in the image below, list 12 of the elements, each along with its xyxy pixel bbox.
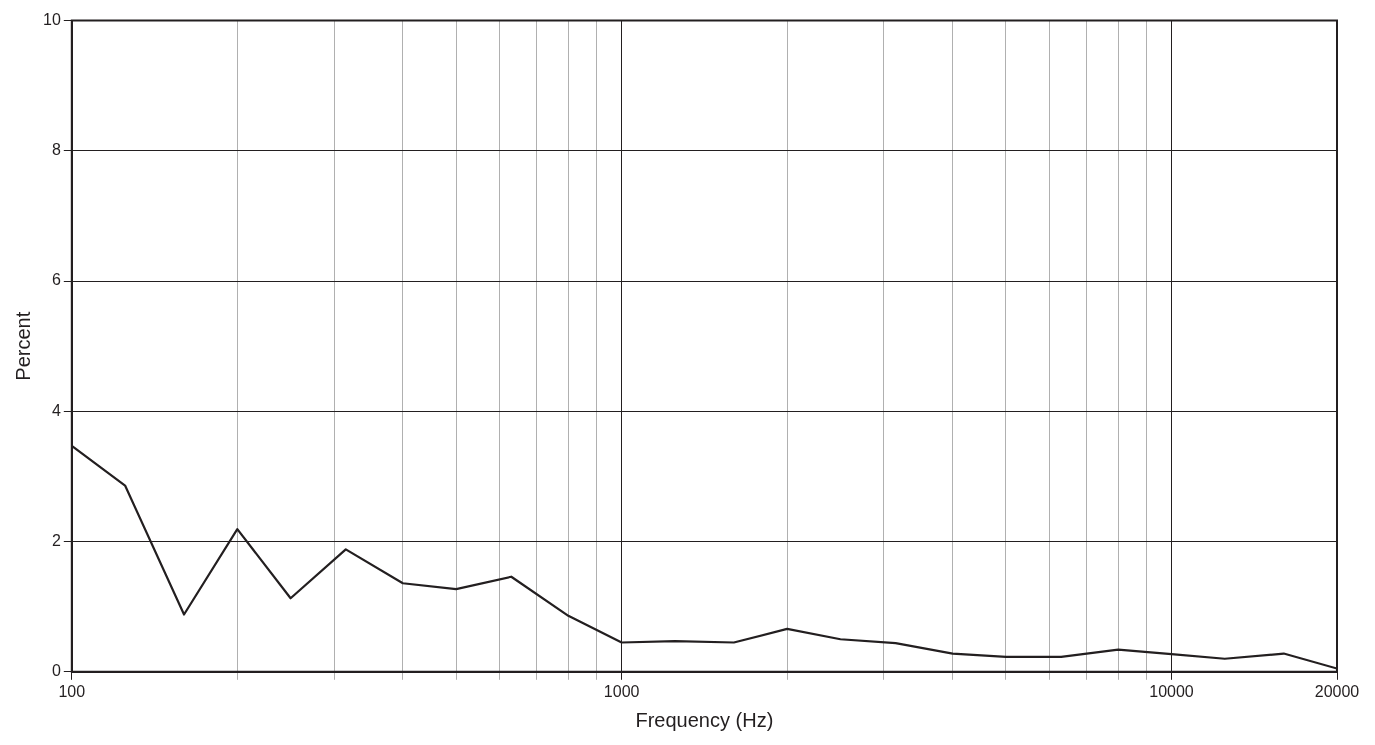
y-tick-label: 0 [51,662,61,680]
x-tick-label: 20000 [1314,682,1360,700]
y-tick-label: 10 [43,11,61,29]
y-tick-label: 4 [51,401,61,419]
y-tick-label: 2 [51,531,61,549]
x-tick-label: 10000 [1149,682,1194,700]
x-axis-title: Frequency (Hz) [635,708,774,731]
x-tick-label: 100 [58,682,86,700]
y-axis-title: Percent [11,311,34,381]
y-tick-label: 6 [51,271,61,289]
x-tick-label: 1000 [603,682,640,700]
y-tick-label: 8 [51,141,61,159]
